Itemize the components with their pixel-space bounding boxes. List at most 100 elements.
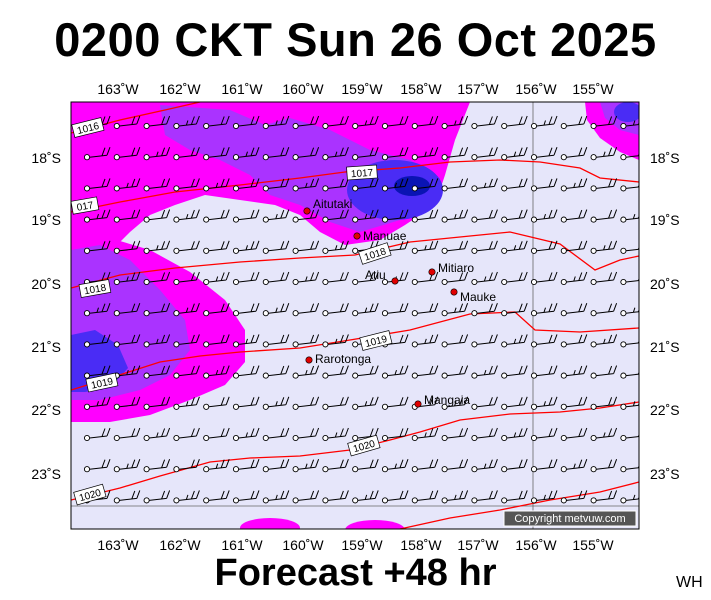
wind-barb [83,147,111,161]
wind-barb [203,240,230,254]
wind-barb [471,396,498,410]
wind-barb [530,303,558,317]
wind-barb [292,396,320,410]
wind-barb [292,115,320,130]
wind-barb [322,240,349,254]
wind-barb [381,115,409,130]
wind-barb [232,178,260,192]
wind-barb [590,490,618,504]
wind-barb [471,178,498,192]
lon-label: 162˚W [159,537,201,553]
lon-label: 160˚W [282,537,324,553]
wind-barb [590,396,618,410]
wind-barb [262,115,290,130]
wind-barb [262,334,290,348]
wind-barb [173,147,200,161]
wind-barb [530,147,558,161]
wind-barb [203,271,230,286]
wind-barb [441,334,469,348]
wind-barb [83,365,111,379]
wind-barb [352,271,379,286]
lon-label: 163˚W [97,537,139,553]
wind-barb [441,178,469,192]
wind-barb [411,209,439,223]
island-label: Manuae [363,229,407,243]
wind-barb [173,209,200,223]
wind-barb [620,339,639,348]
wind-barb [530,427,558,442]
isobar-1021 [399,481,639,529]
lon-label: 161˚W [221,81,263,97]
wind-barb [560,396,588,410]
wind-barb [203,396,230,410]
wind-barb [292,303,320,317]
lat-label: 19˚S [31,212,61,228]
wind-barb [143,303,171,317]
wind-barb [441,209,469,223]
wind-barb [501,396,528,410]
lat-label: 21˚S [650,339,680,355]
rain-max-core [394,176,430,196]
wind-barb [560,459,588,473]
wind-barb [262,459,290,473]
wind-barb [530,209,558,223]
island-marker [414,400,422,408]
wind-barb [173,115,200,130]
wind-barb [560,490,588,504]
wind-barb [173,490,200,504]
wind-barb [441,427,469,442]
lon-label: 159˚W [341,537,383,553]
lon-label: 157˚W [457,537,499,553]
forecast-subtitle: Forecast +48 hr [214,552,497,594]
wind-barb [292,365,320,379]
lat-label: 22˚S [650,402,680,418]
wind-barb [262,365,290,379]
wind-barb [441,147,469,161]
wind-barb [232,396,260,410]
wind-barb [590,178,618,192]
longitude-labels-top: 163˚W 162˚W 161˚W 160˚W 159˚W 158˚W 157˚… [97,81,614,97]
latitude-labels-left: 18˚S 19˚S 20˚S 21˚S 22˚S 23˚S [31,150,61,482]
wind-barb [560,427,588,442]
wind-barb [381,365,409,379]
axis-labels: 163˚W 162˚W 161˚W 160˚W 159˚W 158˚W 157˚… [31,81,679,553]
wind-barb [590,365,618,379]
wind-barb [381,490,409,504]
wind-barb [411,115,439,130]
wind-barb [83,427,111,442]
wind-barb [173,459,200,473]
wind-barb [322,147,349,161]
island-label: Atiu [365,268,386,282]
wind-barb [143,490,171,504]
island-marker [428,268,436,276]
wind-barb [441,115,469,130]
wind-barb [292,209,320,223]
wind-barb [590,427,618,442]
wind-barb [262,490,290,504]
wind-barb [83,240,111,254]
island-label: Mitiaro [438,261,474,275]
wind-barb [352,365,379,379]
wind-barb [113,271,141,286]
wind-barb [352,147,379,161]
wind-barb [203,427,230,442]
wind-barb [113,490,141,504]
wind-barb [411,490,439,504]
wind-barb [411,427,439,442]
wind-barb [352,178,379,192]
wind-barb [530,240,558,254]
lat-label: 18˚S [31,150,61,166]
wind-barb [560,334,588,348]
island-label: Rarotonga [315,352,371,366]
wind-barb [501,209,528,223]
wind-barb [143,365,171,379]
wind-barb [322,178,349,192]
wind-barb [203,459,230,473]
wind-barb [381,209,409,223]
wind-barb [471,490,498,504]
wind-barb [530,490,558,504]
wind-barb [143,147,171,161]
wind-barb [471,240,498,254]
wind-barb [501,178,528,192]
